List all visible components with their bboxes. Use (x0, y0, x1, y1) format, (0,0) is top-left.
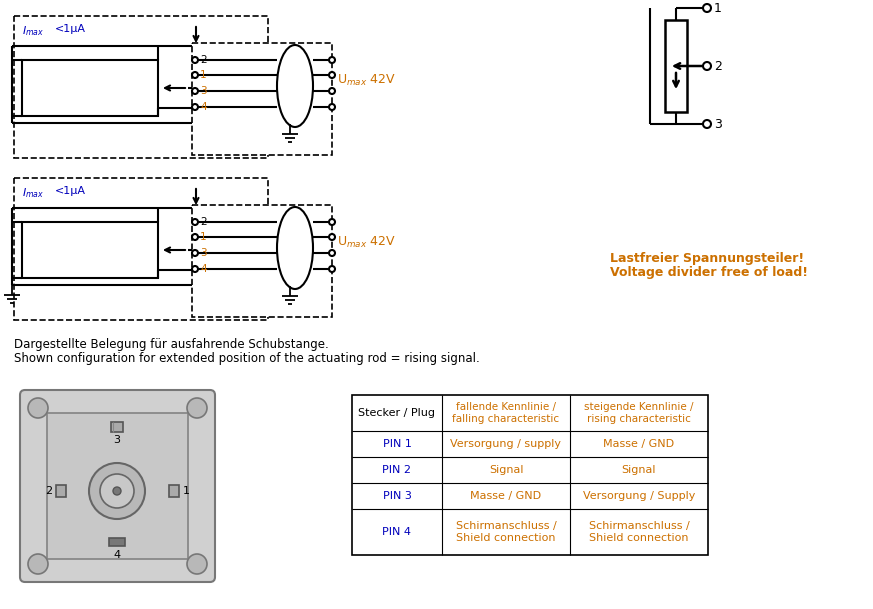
Circle shape (192, 234, 198, 240)
Bar (22, 222, 158, 278)
Text: PIN 4: PIN 4 (382, 527, 411, 537)
Bar (665, 20, 687, 112)
Text: 2: 2 (45, 486, 52, 496)
Text: Signal: Signal (489, 465, 523, 475)
Text: U$_{max}$ 42V: U$_{max}$ 42V (337, 72, 396, 88)
Circle shape (329, 104, 335, 110)
Text: fallende Kennlinie /
falling characteristic: fallende Kennlinie / falling characteris… (452, 402, 560, 424)
Text: Schirmanschluss /
Shield connection: Schirmanschluss / Shield connection (456, 521, 556, 543)
Text: steigende Kennlinie /
rising characteristic: steigende Kennlinie / rising characteris… (584, 402, 694, 424)
Text: 1: 1 (200, 232, 207, 242)
Text: 1: 1 (714, 1, 722, 15)
Text: $I_{max}$: $I_{max}$ (22, 24, 45, 38)
Bar (352, 395, 708, 555)
Bar (14, 16, 268, 158)
Circle shape (329, 266, 335, 272)
Text: <1μA: <1μA (55, 186, 86, 196)
Circle shape (28, 554, 48, 574)
Text: Shown configuration for extended position of the actuating rod = rising signal.: Shown configuration for extended positio… (14, 352, 480, 365)
Text: Stecker / Plug: Stecker / Plug (359, 408, 436, 418)
Circle shape (703, 62, 711, 70)
Bar (192, 205, 332, 317)
Text: Signal: Signal (622, 465, 656, 475)
Circle shape (192, 266, 198, 272)
Bar (109, 538, 125, 546)
Circle shape (329, 219, 335, 225)
Text: 3: 3 (200, 248, 207, 258)
Text: 4: 4 (113, 550, 120, 560)
Text: 3: 3 (200, 86, 207, 96)
Circle shape (28, 398, 48, 418)
Text: PIN 1: PIN 1 (382, 439, 411, 449)
Circle shape (329, 72, 335, 78)
Circle shape (703, 120, 711, 128)
Bar (56, 485, 66, 497)
Bar (169, 485, 179, 497)
Text: 2: 2 (200, 55, 207, 65)
Circle shape (192, 57, 198, 63)
Circle shape (100, 474, 134, 508)
Circle shape (329, 234, 335, 240)
Bar (192, 43, 332, 155)
Circle shape (187, 554, 207, 574)
Text: $I_{max}$: $I_{max}$ (22, 186, 45, 200)
Circle shape (192, 104, 198, 110)
Circle shape (187, 398, 207, 418)
Ellipse shape (277, 207, 313, 289)
FancyBboxPatch shape (20, 390, 215, 582)
Bar (111, 422, 123, 432)
Text: U$_{max}$ 42V: U$_{max}$ 42V (337, 234, 396, 250)
Ellipse shape (277, 45, 313, 127)
Text: PIN 3: PIN 3 (382, 491, 411, 501)
Text: 1: 1 (200, 70, 207, 80)
Circle shape (192, 250, 198, 256)
Circle shape (192, 88, 198, 94)
Bar (14, 178, 268, 320)
Text: Lastfreier Spannungsteiler!: Lastfreier Spannungsteiler! (610, 252, 804, 265)
Text: 2: 2 (714, 60, 722, 72)
Text: PIN 2: PIN 2 (382, 465, 411, 475)
Circle shape (113, 487, 121, 495)
Text: 2: 2 (200, 217, 207, 227)
Circle shape (329, 88, 335, 94)
Text: 3: 3 (714, 118, 722, 130)
Circle shape (192, 219, 198, 225)
Text: Versorgung / Supply: Versorgung / Supply (583, 491, 695, 501)
Text: Schirmanschluss /
Shield connection: Schirmanschluss / Shield connection (588, 521, 690, 543)
Text: Versorgung / supply: Versorgung / supply (450, 439, 561, 449)
Circle shape (192, 72, 198, 78)
Text: Masse / GND: Masse / GND (603, 439, 675, 449)
Text: <1μA: <1μA (55, 24, 86, 34)
Text: 4: 4 (200, 264, 207, 274)
Circle shape (329, 250, 335, 256)
Text: 1: 1 (183, 486, 190, 496)
Circle shape (703, 4, 711, 12)
Text: 3: 3 (113, 435, 120, 445)
Text: 4: 4 (200, 102, 207, 112)
Circle shape (89, 463, 145, 519)
Circle shape (329, 57, 335, 63)
Text: Dargestellte Belegung für ausfahrende Schubstange.: Dargestellte Belegung für ausfahrende Sc… (14, 338, 329, 351)
Bar (22, 60, 158, 116)
Bar (47, 413, 188, 559)
Text: Masse / GND: Masse / GND (471, 491, 541, 501)
Text: Voltage divider free of load!: Voltage divider free of load! (610, 266, 808, 279)
